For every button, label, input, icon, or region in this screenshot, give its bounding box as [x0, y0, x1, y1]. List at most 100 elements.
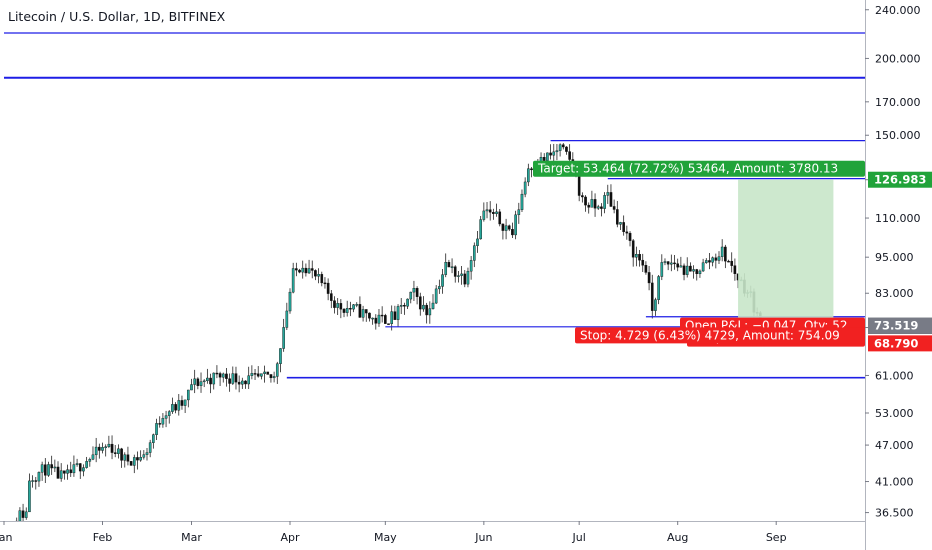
candle-body — [708, 260, 711, 263]
candle-body — [85, 461, 88, 468]
candle-body — [190, 384, 193, 391]
candle-body — [371, 317, 374, 320]
candle-body — [28, 480, 31, 513]
candle-body — [555, 150, 559, 153]
candle-body — [94, 446, 98, 456]
candle — [221, 372, 225, 383]
price-tag: 73.519 — [874, 319, 918, 333]
candle-body — [593, 199, 597, 209]
candle — [606, 184, 610, 204]
candle — [654, 297, 657, 316]
candle — [431, 294, 435, 310]
candle-body — [43, 464, 47, 476]
candle — [412, 280, 416, 301]
candle-body — [339, 303, 343, 310]
candle-body — [225, 373, 228, 379]
candle — [523, 177, 527, 198]
candle-body — [387, 323, 390, 325]
candle-body — [377, 314, 381, 324]
candle-body — [314, 270, 317, 277]
candle-body — [457, 275, 460, 277]
candle-body — [260, 373, 263, 377]
candle-body — [177, 400, 181, 411]
candle — [463, 270, 467, 288]
candle-body — [183, 399, 187, 406]
candle — [485, 201, 489, 219]
candle — [104, 444, 108, 457]
candle — [72, 455, 76, 477]
candle — [43, 458, 47, 483]
candle — [120, 447, 123, 468]
candle-body — [695, 269, 699, 275]
candle-body — [336, 303, 339, 308]
price-tick-label: 110.000 — [875, 212, 921, 225]
candle-body — [355, 304, 359, 306]
candle-body — [431, 302, 435, 309]
candle-body — [326, 282, 330, 294]
candle — [247, 366, 251, 389]
candle — [409, 291, 413, 304]
price-tick-label: 53.000 — [875, 407, 914, 420]
candle — [75, 458, 79, 467]
candle-body — [221, 373, 225, 378]
candle — [190, 378, 193, 391]
candle-body — [37, 472, 41, 482]
candle-body — [724, 246, 727, 262]
candle-body — [342, 308, 346, 313]
candle — [136, 451, 139, 470]
candle — [555, 144, 559, 161]
candle-body — [63, 470, 66, 474]
candle — [695, 268, 699, 281]
candle-body — [488, 209, 492, 213]
candle — [501, 223, 505, 240]
candle-body — [460, 273, 463, 276]
candle — [628, 231, 632, 247]
candle-body — [47, 464, 50, 476]
candle-body — [565, 146, 568, 152]
candle-body — [167, 411, 171, 416]
price-tick-label: 170.000 — [875, 96, 921, 109]
candle — [612, 199, 616, 214]
price-axis: 240.000 200.000 170.000 150.000 126.983 110.0… — [865, 0, 932, 550]
time-tick-label: Mar — [181, 531, 202, 544]
candle-body — [142, 454, 146, 458]
candle-body — [422, 304, 425, 310]
price-tick-label: 47.000 — [875, 439, 914, 452]
candle — [631, 238, 635, 267]
candle-body — [250, 373, 254, 376]
candle-body — [727, 260, 730, 263]
candle-body — [237, 381, 241, 385]
symbol-title: Litecoin / U.S. Dollar, 1D, BITFINEX — [8, 9, 226, 24]
candle — [31, 475, 34, 488]
candle — [158, 416, 162, 428]
candle — [479, 215, 482, 240]
candle — [682, 263, 686, 281]
candle — [209, 373, 212, 394]
candle — [345, 300, 349, 317]
candle-body — [345, 308, 349, 313]
time-tick-label: Jan — [0, 531, 13, 544]
candle — [85, 456, 88, 469]
candle — [310, 260, 314, 279]
target-label: Target: 53.464 (72.72%) 53464, Amount: 3… — [537, 162, 838, 176]
candle — [202, 379, 206, 388]
candle — [307, 259, 311, 275]
candle — [21, 503, 25, 524]
candle-body — [196, 378, 200, 386]
candle-body — [530, 168, 533, 171]
candle — [425, 302, 428, 324]
candle — [733, 258, 737, 281]
candle-body — [241, 380, 244, 385]
candle — [498, 209, 502, 227]
candle — [269, 374, 273, 383]
candle-body — [631, 240, 635, 258]
candle-body — [368, 312, 371, 319]
candle — [301, 260, 305, 279]
candle-body — [282, 327, 285, 349]
price-tick-label: 200.000 — [875, 52, 921, 65]
stop-label-bg — [575, 327, 865, 344]
candle-body — [91, 454, 95, 460]
candle-body — [56, 466, 60, 479]
candle-body — [444, 262, 448, 275]
